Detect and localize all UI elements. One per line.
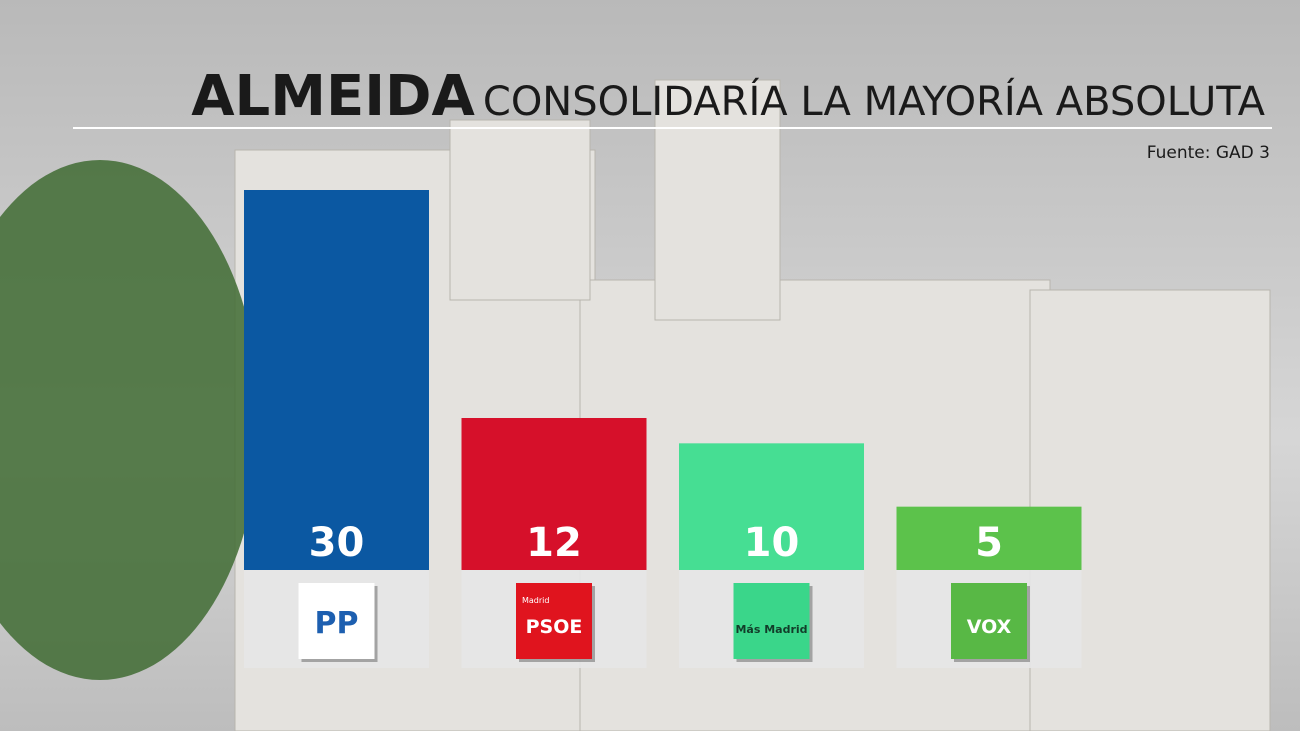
source: Fuente: GAD 3: [1147, 143, 1270, 163]
logo-note: Madrid: [522, 596, 549, 605]
logo-label: Más Madrid: [735, 623, 807, 636]
tree: [0, 160, 260, 680]
bar: [679, 443, 864, 570]
logo-label: PP: [315, 606, 359, 641]
logo-label: PSOE: [526, 616, 583, 638]
title-sub: CONSOLIDARÍA LA MAYORÍA ABSOLUTA: [483, 77, 1266, 125]
value-label: 10: [744, 520, 800, 566]
bar: [244, 190, 429, 570]
bar: [896, 506, 1082, 570]
value-label: 5: [975, 520, 1003, 566]
value-label: 30: [309, 520, 365, 566]
logo: [298, 583, 375, 659]
bar: [461, 418, 647, 570]
logo-label: VOX: [967, 616, 1012, 638]
logo: [951, 583, 1027, 659]
value-label: 12: [526, 520, 582, 566]
logo: [516, 583, 592, 659]
chart-title: ALMEIDA CONSOLIDARÍA LA MAYORÍA ABSOLUTA: [191, 64, 1265, 129]
logo: [733, 583, 810, 659]
title-main: ALMEIDA: [191, 64, 475, 129]
